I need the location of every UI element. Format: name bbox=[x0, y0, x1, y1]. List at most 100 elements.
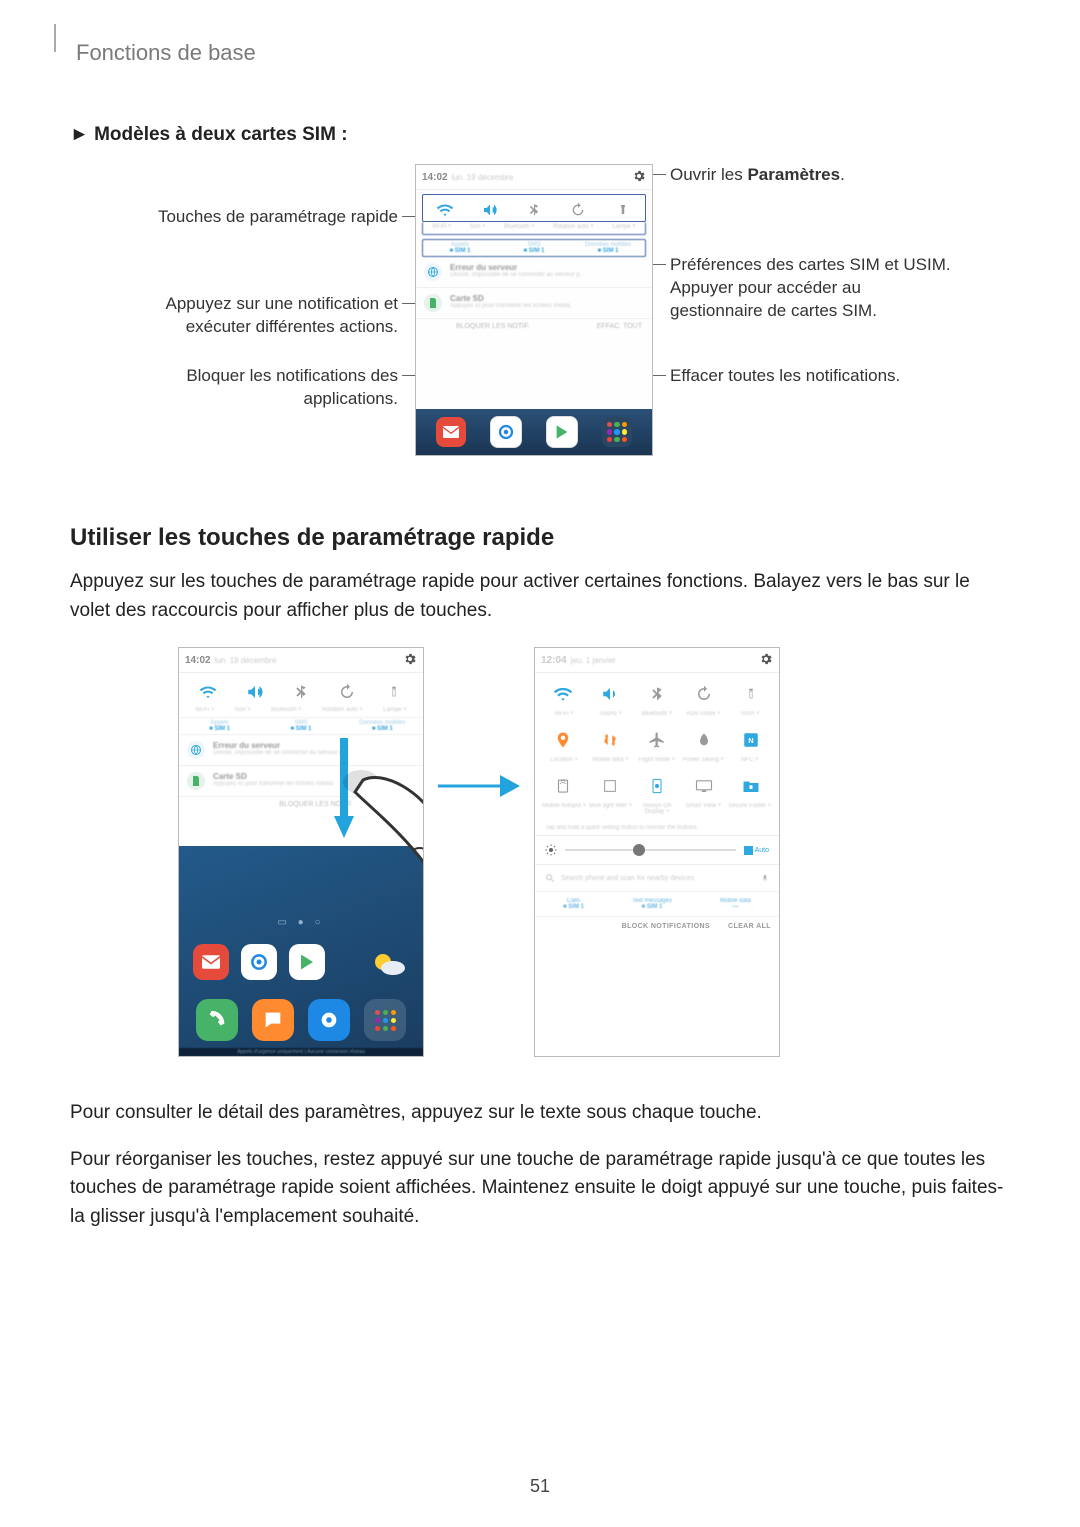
qs-label[interactable]: Flight mode ˅ bbox=[634, 757, 680, 763]
sound-icon[interactable] bbox=[246, 683, 264, 701]
mail-app-icon[interactable] bbox=[436, 417, 466, 447]
qs-label[interactable]: Bluetooth ˅ bbox=[504, 224, 535, 230]
apps-drawer-icon[interactable] bbox=[602, 417, 632, 447]
qs-label[interactable]: NFC ˅ bbox=[727, 757, 773, 763]
page-indicator: ▭ ● ○ bbox=[179, 917, 423, 928]
qs-label[interactable]: Torch ˅ bbox=[727, 711, 773, 717]
mobile-data-icon[interactable] bbox=[588, 727, 633, 753]
sim-value: ■ SIM 1 bbox=[641, 904, 662, 910]
clock: 14:02 bbox=[185, 655, 211, 666]
secure-folder-icon[interactable] bbox=[728, 773, 773, 799]
torch-icon[interactable] bbox=[614, 201, 632, 219]
quick-settings-row[interactable] bbox=[422, 194, 646, 222]
smart-view-icon[interactable] bbox=[681, 773, 726, 799]
play-store-icon[interactable] bbox=[289, 944, 325, 980]
sound-icon[interactable] bbox=[481, 201, 499, 219]
qs-label[interactable]: Bluetooth ˅ bbox=[271, 707, 302, 713]
gear-icon[interactable] bbox=[632, 169, 646, 183]
qs-label[interactable]: Always On Display ˅ bbox=[634, 803, 680, 815]
mail-app-icon[interactable] bbox=[193, 944, 229, 980]
clock: 14:02 bbox=[422, 172, 448, 183]
wifi-icon[interactable] bbox=[541, 681, 586, 707]
qs-label[interactable]: Smart View ˅ bbox=[680, 803, 726, 815]
callout-line: Bloquer les notifications des bbox=[186, 366, 398, 385]
qs-label[interactable]: Bluetooth ˅ bbox=[634, 711, 680, 717]
quick-settings-grid[interactable] bbox=[535, 769, 779, 803]
power-saving-icon[interactable] bbox=[681, 727, 726, 753]
bluetooth-icon[interactable] bbox=[525, 201, 543, 219]
qs-label[interactable]: Wi-Fi ˅ bbox=[541, 711, 587, 717]
browser-app-icon[interactable] bbox=[308, 999, 350, 1041]
always-on-icon[interactable] bbox=[635, 773, 680, 799]
qs-label[interactable]: Sound ˅ bbox=[587, 711, 633, 717]
phone-app-icon[interactable] bbox=[196, 999, 238, 1041]
slider-thumb[interactable] bbox=[633, 844, 645, 856]
sim-preferences-row[interactable]: Appels■ SIM 1 SMS■ SIM 1 Données mobiles… bbox=[422, 239, 646, 257]
qs-label[interactable]: Blue light filter ˅ bbox=[587, 803, 633, 815]
qs-label[interactable]: Son ˅ bbox=[235, 707, 251, 713]
torch-icon[interactable] bbox=[728, 681, 773, 707]
torch-icon[interactable] bbox=[385, 683, 403, 701]
clear-all-button[interactable]: CLEAR ALL bbox=[728, 923, 771, 930]
qs-label[interactable]: Wi-Fi ˅ bbox=[432, 224, 451, 230]
qs-label[interactable]: Lampe ˅ bbox=[612, 224, 636, 230]
notif-title: Erreur du serveur bbox=[450, 263, 585, 272]
qs-label[interactable]: Power saving ˅ bbox=[680, 757, 726, 763]
block-notifications-button[interactable]: BLOCK NOTIFICATIONS bbox=[622, 923, 710, 930]
sound-icon[interactable] bbox=[588, 681, 633, 707]
bluetooth-icon[interactable] bbox=[292, 683, 310, 701]
notification-item[interactable]: Erreur du serveur Désolé, impossible de … bbox=[416, 257, 652, 288]
sim-preferences-row[interactable]: Calls■ SIM 1 Text messages■ SIM 1 Mobile… bbox=[535, 892, 779, 917]
rotate-icon[interactable] bbox=[338, 683, 356, 701]
location-icon[interactable] bbox=[541, 727, 586, 753]
quick-settings-labels: Wi-Fi ˅ Son ˅ Bluetooth ˅ Rotation auto … bbox=[185, 705, 417, 717]
messages-app-icon[interactable] bbox=[252, 999, 294, 1041]
gear-icon[interactable] bbox=[403, 652, 417, 666]
weather-icon bbox=[369, 944, 409, 984]
auto-brightness-toggle[interactable]: ✓Auto bbox=[744, 846, 769, 855]
search-row[interactable]: Search phone and scan for nearby devices bbox=[535, 865, 779, 892]
quick-settings-grid[interactable]: N bbox=[535, 723, 779, 757]
blue-light-icon[interactable] bbox=[588, 773, 633, 799]
block-notifications-button[interactable]: BLOQUER LES NOTIF. bbox=[456, 323, 530, 330]
bluetooth-icon[interactable] bbox=[635, 681, 680, 707]
qs-label[interactable]: Son ˅ bbox=[470, 224, 486, 230]
qs-label[interactable]: Wi-Fi ˅ bbox=[195, 707, 214, 713]
rotate-icon[interactable] bbox=[681, 681, 726, 707]
slider-track[interactable] bbox=[565, 849, 736, 851]
flight-mode-icon[interactable] bbox=[635, 727, 680, 753]
dock bbox=[416, 409, 652, 455]
hotspot-icon[interactable] bbox=[541, 773, 586, 799]
apps-drawer-icon[interactable] bbox=[364, 999, 406, 1041]
clear-all-button[interactable]: EFFAC. TOUT bbox=[597, 323, 642, 330]
qs-label[interactable]: Auto rotate ˅ bbox=[680, 711, 726, 717]
rotate-icon[interactable] bbox=[569, 201, 587, 219]
play-store-icon[interactable] bbox=[546, 416, 578, 448]
browser-app-icon[interactable] bbox=[241, 944, 277, 980]
nfc-icon[interactable]: N bbox=[728, 727, 773, 753]
quick-settings-grid[interactable] bbox=[535, 673, 779, 711]
notification-item[interactable]: Carte SD Appuyez ici pour transférer les… bbox=[179, 766, 423, 797]
notification-item[interactable]: Erreur du serveur Désolé, impossible de … bbox=[179, 735, 423, 766]
quick-settings-row[interactable] bbox=[179, 673, 423, 705]
callout-line: Appuyez sur une notification et bbox=[166, 294, 398, 313]
gear-icon[interactable] bbox=[759, 652, 773, 666]
qs-label[interactable]: Location ˅ bbox=[541, 757, 587, 763]
qs-label[interactable]: Mobile data ˅ bbox=[587, 757, 633, 763]
callout-block: Bloquer les notifications des applicatio… bbox=[70, 365, 398, 411]
qs-label[interactable]: Rotation auto ˅ bbox=[553, 224, 594, 230]
qs-label[interactable]: Rotation auto ˅ bbox=[322, 707, 363, 713]
sim-preferences-row[interactable]: Appels■ SIM 1 SMS■ SIM 1 Données mobiles… bbox=[179, 717, 423, 735]
mic-icon[interactable] bbox=[761, 873, 769, 883]
qs-label[interactable]: Lampe ˅ bbox=[383, 707, 407, 713]
qs-label[interactable]: Secure Folder ˅ bbox=[727, 803, 773, 815]
section-heading: Utiliser les touches de paramétrage rapi… bbox=[70, 524, 1010, 552]
notification-item[interactable]: Carte SD Appuyez ici pour transférer les… bbox=[416, 288, 652, 319]
browser-app-icon[interactable] bbox=[490, 416, 522, 448]
callout-line: . bbox=[840, 165, 845, 184]
auto-label: Auto bbox=[755, 847, 769, 854]
qs-label[interactable]: Mobile hotspot ˅ bbox=[541, 803, 587, 815]
wifi-icon[interactable] bbox=[199, 683, 217, 701]
wifi-icon[interactable] bbox=[436, 201, 454, 219]
brightness-slider[interactable]: ✓Auto bbox=[535, 835, 779, 865]
